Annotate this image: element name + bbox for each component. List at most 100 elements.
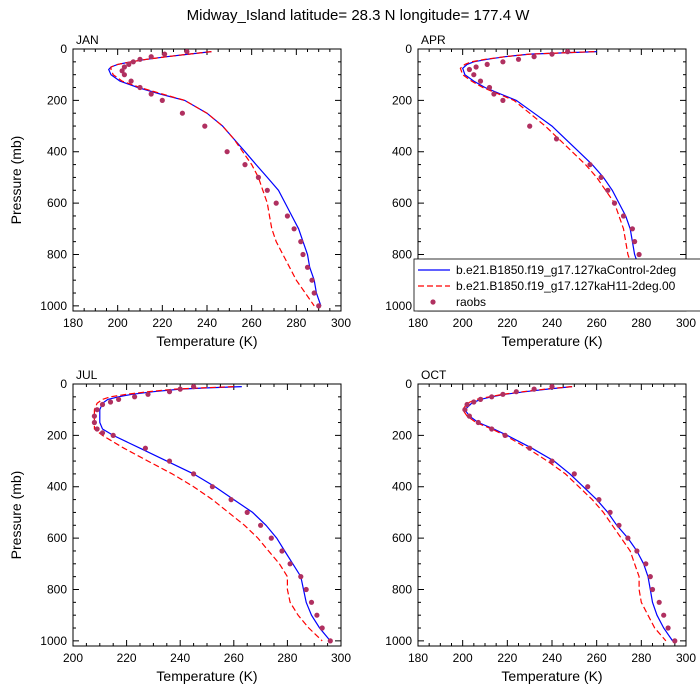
x-tick-label: 200 — [63, 651, 83, 665]
x-tick-label: 220 — [152, 316, 172, 330]
raobs-point — [629, 226, 636, 232]
raobs-point — [303, 586, 309, 593]
y-tick-label: 400 — [47, 145, 67, 159]
raobs-point — [99, 401, 106, 408]
y-tick-label: 400 — [47, 480, 67, 494]
raobs-point — [632, 239, 638, 245]
x-tick-label: 200 — [108, 316, 128, 330]
raobs-point — [209, 484, 215, 490]
x-tick-label: 200 — [453, 316, 473, 330]
raobs-point — [477, 396, 484, 402]
x-tick-label: 260 — [242, 316, 262, 330]
series-line-h11 — [461, 386, 667, 642]
raobs-point — [191, 471, 197, 477]
y-tick-label: 1000 — [385, 634, 412, 648]
raobs-point — [314, 612, 320, 618]
y-tick-label: 0 — [405, 377, 412, 391]
x-tick-label: 280 — [286, 316, 306, 330]
y-tick-label: 1000 — [385, 299, 412, 313]
y-tick-label: 800 — [47, 582, 67, 596]
x-tick-label: 300 — [676, 316, 696, 330]
raobs-point — [549, 458, 555, 464]
raobs-point — [553, 136, 560, 142]
legend-item: b.e21.B1850.f19_g17.127kaControl-2deg — [418, 263, 676, 277]
x-tick-label: 220 — [117, 651, 137, 665]
raobs-point — [643, 561, 649, 567]
raobs-point — [527, 445, 533, 451]
panels: 180 200 220 240 260 280 300 0 200 400 600 800 1000 JA… — [8, 33, 696, 684]
y-tick-label: 600 — [47, 196, 67, 210]
raobs-point — [142, 445, 148, 451]
raobs-point — [636, 251, 642, 258]
raobs-point — [466, 413, 472, 419]
x-axis-label: Temperature (K) — [501, 668, 602, 684]
raobs-point — [611, 200, 618, 206]
raobs-point — [500, 59, 506, 65]
panel-month-label: OCT — [421, 368, 447, 382]
raobs-point — [515, 56, 522, 62]
raobs-point — [116, 396, 122, 402]
y-tick-label: 0 — [60, 377, 67, 391]
panel-apr: 180 200 220 240 260 280 300 0 200 400 600 800 1000 AP… — [385, 33, 696, 349]
y-tick-label: 200 — [47, 428, 67, 442]
raobs-point — [500, 391, 506, 397]
raobs-point — [502, 432, 508, 438]
raobs-point — [477, 78, 484, 84]
raobs-point — [94, 426, 100, 432]
raobs-point — [298, 574, 304, 580]
x-tick-label: 280 — [631, 651, 651, 665]
x-tick-label: 260 — [224, 651, 244, 665]
raobs-point — [565, 49, 571, 55]
plot-area — [107, 49, 322, 309]
raobs-point — [191, 384, 197, 390]
series-line-h11 — [459, 51, 658, 307]
series-line-h11 — [93, 386, 323, 642]
raobs-point — [119, 68, 125, 74]
raobs-point — [298, 239, 304, 245]
raobs-point — [486, 84, 493, 91]
raobs-point — [549, 384, 555, 390]
x-tick-label: 240 — [542, 316, 562, 330]
x-tick-label: 220 — [497, 651, 517, 665]
plot-area — [459, 49, 667, 309]
figure-title: Midway_Island latitude= 28.3 N longitude… — [187, 7, 531, 24]
raobs-point — [527, 123, 533, 129]
x-tick-label: 240 — [170, 651, 190, 665]
raobs-point — [309, 277, 315, 283]
y-tick-label: 200 — [47, 93, 67, 107]
y-tick-label: 0 — [405, 42, 412, 56]
raobs-point — [549, 51, 555, 57]
x-axis-label: Temperature (K) — [501, 333, 602, 349]
y-tick-label: 800 — [47, 247, 67, 261]
raobs-point — [585, 484, 591, 490]
y-axis-label: Pressure (mb) — [8, 471, 24, 560]
x-tick-label: 300 — [331, 651, 351, 665]
raobs-point — [279, 548, 285, 554]
raobs-point — [255, 174, 261, 180]
raobs-point — [462, 407, 468, 413]
raobs-point — [145, 391, 151, 397]
x-tick-label: 180 — [408, 651, 428, 665]
raobs-point — [258, 522, 264, 528]
raobs-point — [179, 110, 185, 116]
raobs-point — [571, 471, 577, 477]
raobs-point — [159, 97, 165, 103]
raobs-point — [268, 535, 274, 541]
y-axis-label: Pressure (mb) — [8, 136, 24, 225]
raobs-point — [471, 399, 477, 405]
y-tick-label: 200 — [392, 93, 412, 107]
raobs-point — [137, 56, 143, 62]
x-axis-label: Temperature (K) — [156, 333, 257, 349]
raobs-point — [316, 303, 322, 309]
raobs-point — [489, 394, 495, 400]
x-tick-label: 300 — [331, 316, 351, 330]
raobs-point — [656, 599, 662, 605]
plot-area — [461, 384, 678, 644]
y-tick-label: 600 — [392, 531, 412, 545]
panel-oct: 180 200 220 240 260 280 300 0 200 400 600 800 1000 OC… — [385, 368, 696, 684]
raobs-point — [531, 386, 537, 392]
legend-item: b.e21.B1850.f19_g17.127kaH11-2deg.00 — [418, 279, 676, 293]
panel-jul: 200 220 240 260 280 300 0 200 400 600 800 1000 JUL Te… — [8, 368, 351, 684]
y-tick-label: 800 — [392, 247, 412, 261]
raobs-point — [242, 162, 248, 168]
